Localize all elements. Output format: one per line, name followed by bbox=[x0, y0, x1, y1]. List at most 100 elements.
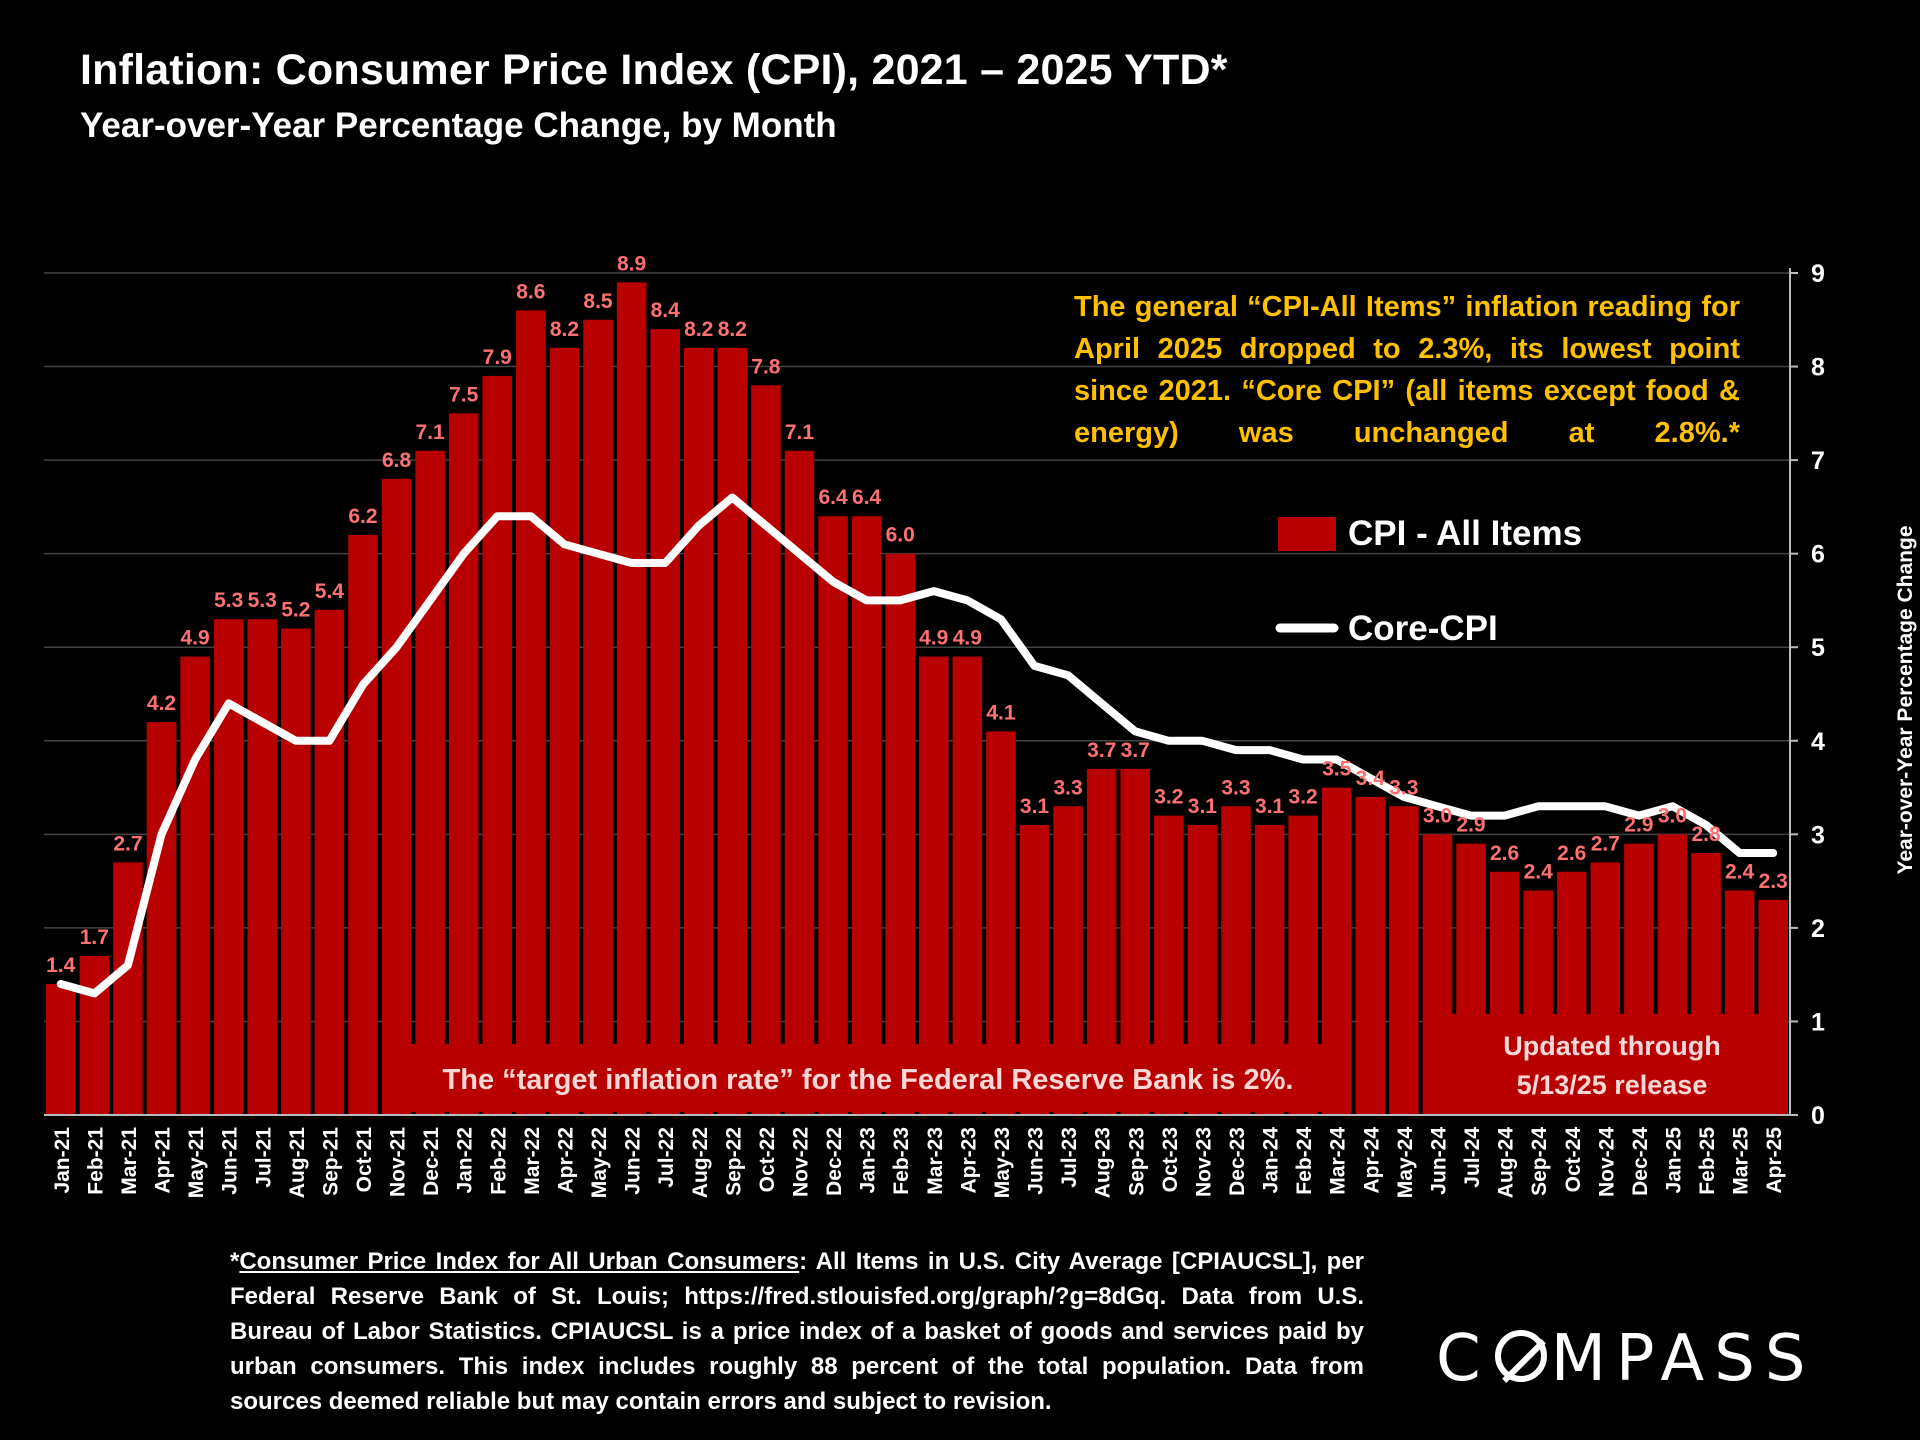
bar-May-24 bbox=[1389, 806, 1419, 1115]
x-tick-Apr-23: Apr-23 bbox=[957, 1127, 980, 1194]
bar-label-Jan-25: 3.0 bbox=[1658, 804, 1687, 827]
compass-logo: C MPASS bbox=[1436, 1322, 1815, 1396]
bar-label-May-24: 3.3 bbox=[1389, 776, 1418, 799]
y-tick-6: 6 bbox=[1811, 541, 1825, 569]
bar-label-Aug-23: 3.7 bbox=[1087, 739, 1116, 762]
bar-label-Aug-22: 8.2 bbox=[684, 318, 713, 341]
axes bbox=[44, 268, 1798, 1116]
bar-label-Mar-22: 8.6 bbox=[516, 280, 545, 303]
bar-label-Apr-22: 8.2 bbox=[550, 318, 579, 341]
footnote-link[interactable]: Consumer Price Index for All Urban Consu… bbox=[239, 1248, 800, 1275]
bar-Apr-24 bbox=[1355, 796, 1386, 1115]
x-tick-Feb-22: Feb-22 bbox=[487, 1127, 510, 1195]
cpi-bars bbox=[46, 282, 1788, 1116]
bar-May-21 bbox=[180, 656, 210, 1115]
bar-label-Mar-21: 2.7 bbox=[113, 832, 142, 855]
bar-label-Sep-23: 3.7 bbox=[1121, 739, 1150, 762]
x-tick-Feb-21: Feb-21 bbox=[84, 1127, 107, 1195]
x-tick-May-23: May-23 bbox=[991, 1127, 1014, 1198]
x-tick-Aug-22: Aug-22 bbox=[689, 1127, 712, 1198]
bar-Jun-21 bbox=[213, 619, 244, 1115]
bar-label-Jul-22: 8.4 bbox=[651, 299, 681, 322]
bar-Jan-23 bbox=[851, 516, 882, 1115]
bar-label-Dec-21: 7.1 bbox=[416, 421, 446, 444]
bar-label-Dec-22: 6.4 bbox=[818, 486, 848, 509]
bar-Dec-22 bbox=[818, 516, 848, 1115]
x-tick-Jan-21: Jan-21 bbox=[51, 1127, 74, 1194]
x-tick-May-21: May-21 bbox=[185, 1127, 208, 1199]
bar-label-May-23: 4.1 bbox=[986, 701, 1016, 724]
bar-label-Apr-25: 2.3 bbox=[1759, 870, 1788, 893]
x-tick-May-24: May-24 bbox=[1394, 1127, 1417, 1199]
bar-label-Oct-21: 6.2 bbox=[348, 505, 377, 528]
bar-label-Dec-24: 2.9 bbox=[1624, 814, 1653, 837]
inflation-note: The general “CPI-All Items” inflation re… bbox=[1074, 291, 1740, 449]
x-tick-Aug-21: Aug-21 bbox=[286, 1127, 309, 1198]
bar-label-Aug-21: 5.2 bbox=[281, 599, 310, 622]
x-tick-Jan-23: Jan-23 bbox=[857, 1127, 880, 1194]
bar-label-Oct-22: 7.8 bbox=[751, 355, 781, 378]
bar-Mar-21 bbox=[113, 862, 143, 1115]
y-tick-8: 8 bbox=[1811, 354, 1825, 382]
bar-Apr-23 bbox=[952, 656, 983, 1115]
x-tick-Oct-22: Oct-22 bbox=[756, 1127, 779, 1192]
x-tick-Jul-22: Jul-22 bbox=[655, 1127, 678, 1188]
bar-Jul-21 bbox=[247, 619, 278, 1115]
x-tick-Sep-23: Sep-23 bbox=[1125, 1127, 1148, 1196]
x-tick-Mar-24: Mar-24 bbox=[1327, 1127, 1350, 1195]
x-tick-Feb-23: Feb-23 bbox=[890, 1127, 913, 1195]
core-cpi-line-group bbox=[56, 493, 1778, 998]
bar-label-Jun-21: 5.3 bbox=[214, 589, 243, 612]
chart-subtitle: Year-over-Year Percentage Change, by Mon… bbox=[80, 106, 837, 145]
x-tick-Jan-24: Jan-24 bbox=[1260, 1127, 1283, 1194]
bar-label-Feb-23: 6.0 bbox=[886, 524, 915, 547]
bar-label-May-21: 4.9 bbox=[180, 627, 209, 650]
bar-Jun-24 bbox=[1422, 834, 1453, 1115]
x-tick-Feb-25: Feb-25 bbox=[1696, 1127, 1719, 1195]
bar-label-Sep-21: 5.4 bbox=[315, 580, 345, 603]
x-tick-Jun-23: Jun-23 bbox=[1025, 1127, 1048, 1195]
bar-Sep-22 bbox=[717, 347, 748, 1115]
x-tick-Apr-21: Apr-21 bbox=[152, 1127, 175, 1194]
x-tick-Apr-24: Apr-24 bbox=[1360, 1127, 1383, 1194]
target-note: The “target inflation rate” for the Fede… bbox=[443, 1064, 1294, 1096]
bar-Oct-21 bbox=[348, 534, 378, 1115]
bar-label-Feb-24: 3.2 bbox=[1289, 786, 1318, 809]
x-tick-Nov-22: Nov-22 bbox=[789, 1127, 812, 1197]
bar-Feb-22 bbox=[482, 375, 513, 1115]
bar-label-Nov-24: 2.7 bbox=[1591, 832, 1620, 855]
bar-label-Mar-23: 4.9 bbox=[919, 627, 948, 650]
x-tick-Apr-25: Apr-25 bbox=[1763, 1127, 1786, 1194]
bar-label-Sep-22: 8.2 bbox=[718, 318, 747, 341]
x-tick-Oct-21: Oct-21 bbox=[353, 1127, 376, 1193]
bar-label-Apr-24: 3.4 bbox=[1356, 767, 1386, 790]
x-tick-Nov-24: Nov-24 bbox=[1595, 1127, 1618, 1197]
core-cpi-line bbox=[56, 493, 1778, 998]
x-tick-Mar-23: Mar-23 bbox=[924, 1127, 947, 1195]
x-tick-Mar-21: Mar-21 bbox=[118, 1127, 141, 1195]
bar-label-Jul-23: 3.3 bbox=[1053, 776, 1082, 799]
y-tick-7: 7 bbox=[1811, 447, 1825, 475]
bar-label-Nov-22: 7.1 bbox=[785, 421, 815, 444]
bar-Apr-21 bbox=[146, 722, 177, 1115]
x-tick-Dec-21: Dec-21 bbox=[420, 1127, 443, 1196]
bar-label-Jun-23: 3.1 bbox=[1020, 795, 1050, 818]
x-tick-Nov-21: Nov-21 bbox=[387, 1127, 410, 1197]
bar-Aug-21 bbox=[281, 628, 311, 1115]
updated-line-2: 5/13/25 release bbox=[1517, 1070, 1708, 1100]
bar-Feb-23 bbox=[885, 553, 915, 1115]
bar-label-Feb-25: 2.8 bbox=[1691, 823, 1721, 846]
bar-Nov-21 bbox=[381, 478, 412, 1115]
x-tick-Mar-22: Mar-22 bbox=[521, 1127, 544, 1195]
updated-line-1: Updated through bbox=[1503, 1031, 1720, 1061]
x-tick-Jun-22: Jun-22 bbox=[622, 1127, 645, 1195]
x-tick-Nov-23: Nov-23 bbox=[1192, 1127, 1215, 1197]
x-tick-Oct-24: Oct-24 bbox=[1562, 1127, 1585, 1193]
bar-Aug-22 bbox=[683, 347, 714, 1115]
bar-label-Jul-24: 2.9 bbox=[1456, 814, 1485, 837]
y-axis-label: Year-over-Year Percentage Change bbox=[1894, 525, 1917, 874]
bar-Oct-22 bbox=[751, 385, 781, 1115]
updated-band bbox=[1452, 1014, 1778, 1114]
logo-text-right: MPASS bbox=[1550, 1322, 1816, 1396]
y-tick-0: 0 bbox=[1811, 1102, 1825, 1130]
